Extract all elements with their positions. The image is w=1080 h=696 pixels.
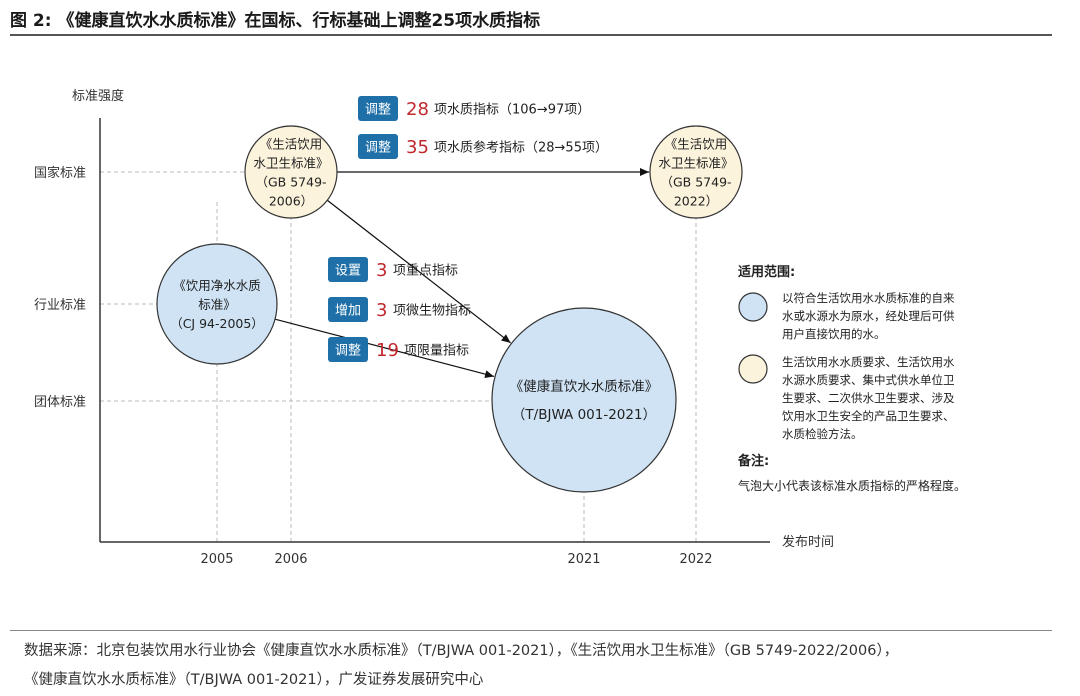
bubble-label: 《饮用净水水质 — [173, 278, 261, 293]
annotation-number: 3 — [376, 260, 387, 281]
bubble-label: 《生活饮用 — [665, 136, 728, 151]
annotation-tag — [328, 337, 368, 362]
standard-bubble — [491, 307, 677, 493]
annotation-number: 28 — [406, 99, 429, 120]
bubble-label: 水卫生标准》 — [658, 155, 733, 170]
legend-text: 以符合生活饮用水水质标准的自来 — [782, 291, 955, 305]
bubble-label: 2022） — [674, 193, 718, 208]
legend-text: 水或水源水为原水，经处理后可供 — [782, 309, 955, 323]
y-tick-label: 国家标准 — [34, 165, 86, 181]
legend-note-title: 备注: — [737, 453, 769, 469]
x-tick-label: 2021 — [567, 552, 600, 567]
source-line-1: 数据来源：北京包装饮用水行业协会《健康直饮水水质标准》（T/BJWA 001-2… — [24, 643, 899, 659]
annotation-tag-label: 调整 — [335, 344, 361, 359]
title-rule — [10, 34, 1052, 36]
annotation-tag-label: 增加 — [335, 304, 361, 319]
annotation-tag — [358, 96, 398, 121]
annotation-text: 项水质参考指标（28→55项） — [434, 140, 608, 156]
annotation-number: 19 — [376, 340, 399, 361]
legend-note: 气泡大小代表该标准水质指标的严格程度。 — [738, 478, 966, 493]
x-tick-label: 2005 — [200, 552, 233, 567]
annotation-tag-label: 调整 — [365, 141, 391, 156]
bubble-label: 标准》 — [198, 297, 236, 312]
source-line-2: 《健康直饮水水质标准》（T/BJWA 001-2021），广发证券发展研究中心 — [24, 672, 484, 688]
annotation-number: 35 — [406, 137, 429, 158]
arrow — [274, 318, 495, 379]
bubble-label: （GB 5749- — [255, 174, 326, 189]
bubble-label: 水卫生标准》 — [253, 155, 328, 170]
standard-bubble — [156, 243, 278, 365]
bubble-label: 《生活饮用 — [260, 136, 323, 151]
bubble-label: （CJ 94-2005） — [170, 316, 264, 331]
y-axis-label: 标准强度 — [72, 88, 124, 104]
annotation-tag — [328, 297, 368, 322]
bubble-label: 《健康直饮水水质标准》 — [510, 378, 659, 395]
annotation-tag — [328, 257, 368, 282]
legend-text: 饮用水卫生安全的产品卫生要求、 — [782, 409, 955, 423]
annotation-text: 项重点指标 — [393, 263, 458, 279]
annotation-tag-label: 设置 — [335, 264, 361, 279]
legend-text: 水质检验方法。 — [782, 427, 863, 441]
x-tick-label: 2006 — [274, 552, 307, 567]
arrow — [326, 199, 511, 344]
legend-swatch — [738, 354, 768, 384]
annotation-number: 3 — [376, 300, 387, 321]
legend-title: 适用范围: — [738, 264, 795, 280]
annotation-text: 项水质指标（106→97项） — [434, 103, 590, 118]
y-tick-label: 团体标准 — [34, 395, 86, 410]
standard-bubble — [244, 125, 338, 219]
annotation-text: 项限量指标 — [404, 344, 469, 359]
x-tick-label: 2022 — [679, 552, 712, 567]
bubble-label: （GB 5749- — [660, 174, 731, 189]
annotation-text: 项微生物指标 — [393, 304, 471, 319]
legend-text: 水源水质要求、集中式供水单位卫 — [782, 373, 955, 387]
legend-swatch — [738, 292, 768, 322]
footer-rule — [10, 630, 1052, 631]
figure-title: 图 2: 《健康直饮水水质标准》在国标、行标基础上调整25项水质指标 — [10, 11, 541, 31]
annotation-tag — [358, 134, 398, 159]
annotation-tag-label: 调整 — [365, 103, 391, 118]
x-axis-label: 发布时间 — [782, 534, 834, 550]
legend-text: 生要求、二次供水卫生要求、涉及 — [782, 391, 955, 405]
bubble-label: （T/BJWA 001-2021） — [512, 407, 656, 423]
legend-text: 生活饮用水水质要求、生活饮用水 — [782, 355, 955, 369]
bubble-label: 2006） — [269, 193, 313, 208]
y-tick-label: 行业标准 — [34, 298, 86, 313]
legend-text: 用户直接饮用的水。 — [782, 327, 886, 341]
standard-bubble — [649, 125, 743, 219]
